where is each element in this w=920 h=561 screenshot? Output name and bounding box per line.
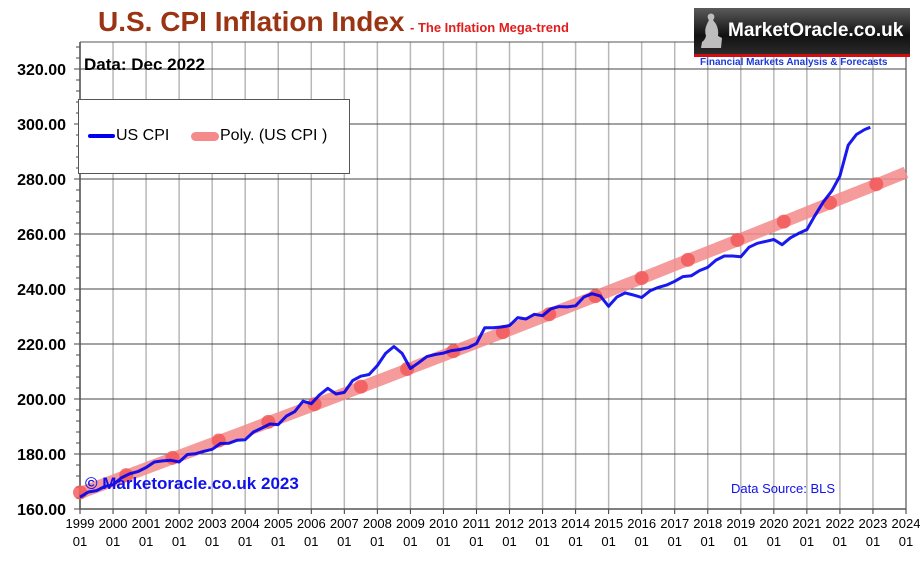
- x-tick-label-year: 2023: [858, 516, 887, 531]
- x-tick-label-month: 01: [833, 534, 847, 549]
- x-tick-label-year: 2007: [330, 516, 359, 531]
- x-tick-label-year: 2024: [892, 516, 920, 531]
- x-tick-label-month: 01: [469, 534, 483, 549]
- x-tick-label-year: 2012: [495, 516, 524, 531]
- logo-tagline: Financial Markets Analysis & Forecasts: [700, 57, 888, 68]
- x-tick-label-year: 2021: [792, 516, 821, 531]
- x-tick-label-year: 2001: [132, 516, 161, 531]
- y-tick-label: 160.00: [17, 502, 66, 519]
- marketoracle-logo[interactable]: MarketOracle.co.uk: [694, 8, 910, 57]
- x-tick-label-year: 2019: [726, 516, 755, 531]
- x-tick-label-month: 01: [734, 534, 748, 549]
- poly-trend-marker: [400, 362, 415, 377]
- x-tick-label-month: 01: [634, 534, 648, 549]
- x-tick-label-year: 2002: [165, 516, 194, 531]
- x-tick-label-month: 01: [667, 534, 681, 549]
- poly-trend-marker: [634, 271, 649, 285]
- legend-item-poly: Poly. (US CPI ): [191, 127, 327, 145]
- data-source-note: Data Source: BLS: [731, 481, 836, 496]
- us-cpi-line: [79, 125, 871, 499]
- x-tick-label-month: 01: [337, 534, 351, 549]
- x-tick-label-month: 01: [601, 534, 615, 549]
- x-tick-label-year: 1999: [66, 516, 95, 531]
- data-date-note: Data: Dec 2022: [84, 55, 205, 74]
- x-tick-label-year: 2016: [627, 516, 656, 531]
- x-tick-label-year: 2015: [594, 516, 623, 531]
- x-tick-label-month: 01: [568, 534, 582, 549]
- x-tick-label-year: 2006: [297, 516, 326, 531]
- x-tick-label-year: 2011: [462, 516, 490, 531]
- x-tick-label-year: 2010: [429, 516, 458, 531]
- x-tick-label-year: 2009: [396, 516, 425, 531]
- x-tick-label-month: 01: [106, 534, 120, 549]
- x-tick-label-month: 01: [899, 534, 913, 549]
- x-tick-label-month: 01: [271, 534, 285, 549]
- logo-text: MarketOracle.co.uk: [728, 20, 904, 41]
- chart-legend: US CPI Poly. (US CPI ): [78, 99, 350, 174]
- x-tick-label-month: 01: [172, 534, 186, 549]
- y-tick-label: 280.00: [17, 172, 66, 189]
- x-tick-label-year: 2005: [264, 516, 293, 531]
- x-tick-label-month: 01: [205, 534, 219, 549]
- x-tick-label-month: 01: [800, 534, 814, 549]
- y-tick-label: 320.00: [17, 62, 66, 79]
- x-tick-label-year: 2020: [759, 516, 788, 531]
- x-tick-label-year: 2013: [528, 516, 557, 531]
- y-tick-label: 300.00: [17, 117, 66, 134]
- statue-icon: [701, 13, 722, 48]
- chart-subtitle: - The Inflation Mega-trend: [410, 20, 569, 35]
- x-tick-label-year: 2014: [561, 516, 590, 531]
- x-tick-label-month: 01: [767, 534, 781, 549]
- poly-trend-marker: [307, 397, 322, 412]
- x-tick-label-month: 01: [139, 534, 153, 549]
- x-tick-label-year: 2017: [660, 516, 689, 531]
- x-tick-label-year: 2008: [363, 516, 392, 531]
- y-tick-label: 220.00: [17, 337, 66, 354]
- poly-trend-marker: [353, 379, 368, 394]
- y-tick-label: 200.00: [17, 392, 66, 409]
- x-tick-label-year: 2004: [231, 516, 260, 531]
- cpi-line-layer: [79, 125, 871, 499]
- x-tick-label-year: 2003: [198, 516, 227, 531]
- legend-item-us-cpi: US CPI: [88, 127, 169, 145]
- x-axis-labels: 1999 01 2000 01 2001 01 2002 01 2003 01 2004 01 2005…: [66, 516, 920, 549]
- legend-swatch-poly: [191, 131, 219, 141]
- y-axis-labels: 160.00 180.00 200.00 220.00 240.00 260.00 280.…: [17, 62, 66, 519]
- legend-label-poly: Poly. (US CPI ): [220, 127, 328, 144]
- x-tick-label-year: 2000: [99, 516, 128, 531]
- x-tick-label-month: 01: [403, 534, 417, 549]
- chart-title: U.S. CPI Inflation Index: [98, 6, 405, 37]
- poly-trend-marker: [730, 233, 745, 248]
- y-tick-label: 240.00: [17, 282, 66, 299]
- x-tick-label-month: 01: [866, 534, 880, 549]
- x-tick-label-month: 01: [701, 534, 715, 549]
- x-tick-label-month: 01: [502, 534, 516, 549]
- poly-trend-marker: [680, 252, 695, 267]
- x-tick-label-month: 01: [304, 534, 318, 549]
- x-tick-label-year: 2022: [825, 516, 854, 531]
- legend-swatch-us-cpi: [88, 134, 115, 138]
- x-tick-label-month: 01: [436, 534, 450, 549]
- legend-label-us-cpi: US CPI: [116, 127, 170, 144]
- poly-trend-marker: [776, 214, 791, 229]
- x-tick-label-month: 01: [73, 534, 87, 549]
- y-tick-label: 180.00: [17, 447, 66, 464]
- poly-trend-marker: [869, 177, 884, 192]
- y-tick-label: 260.00: [17, 227, 66, 244]
- poly-trend-layer: [73, 166, 909, 500]
- x-tick-label-month: 01: [370, 534, 384, 549]
- poly-trend-marker: [542, 307, 557, 322]
- x-tick-label-year: 2018: [693, 516, 722, 531]
- x-tick-label-month: 01: [238, 534, 252, 549]
- x-tick-label-month: 01: [535, 534, 549, 549]
- copyright-notice: © Marketoracle.co.uk 2023: [85, 474, 299, 493]
